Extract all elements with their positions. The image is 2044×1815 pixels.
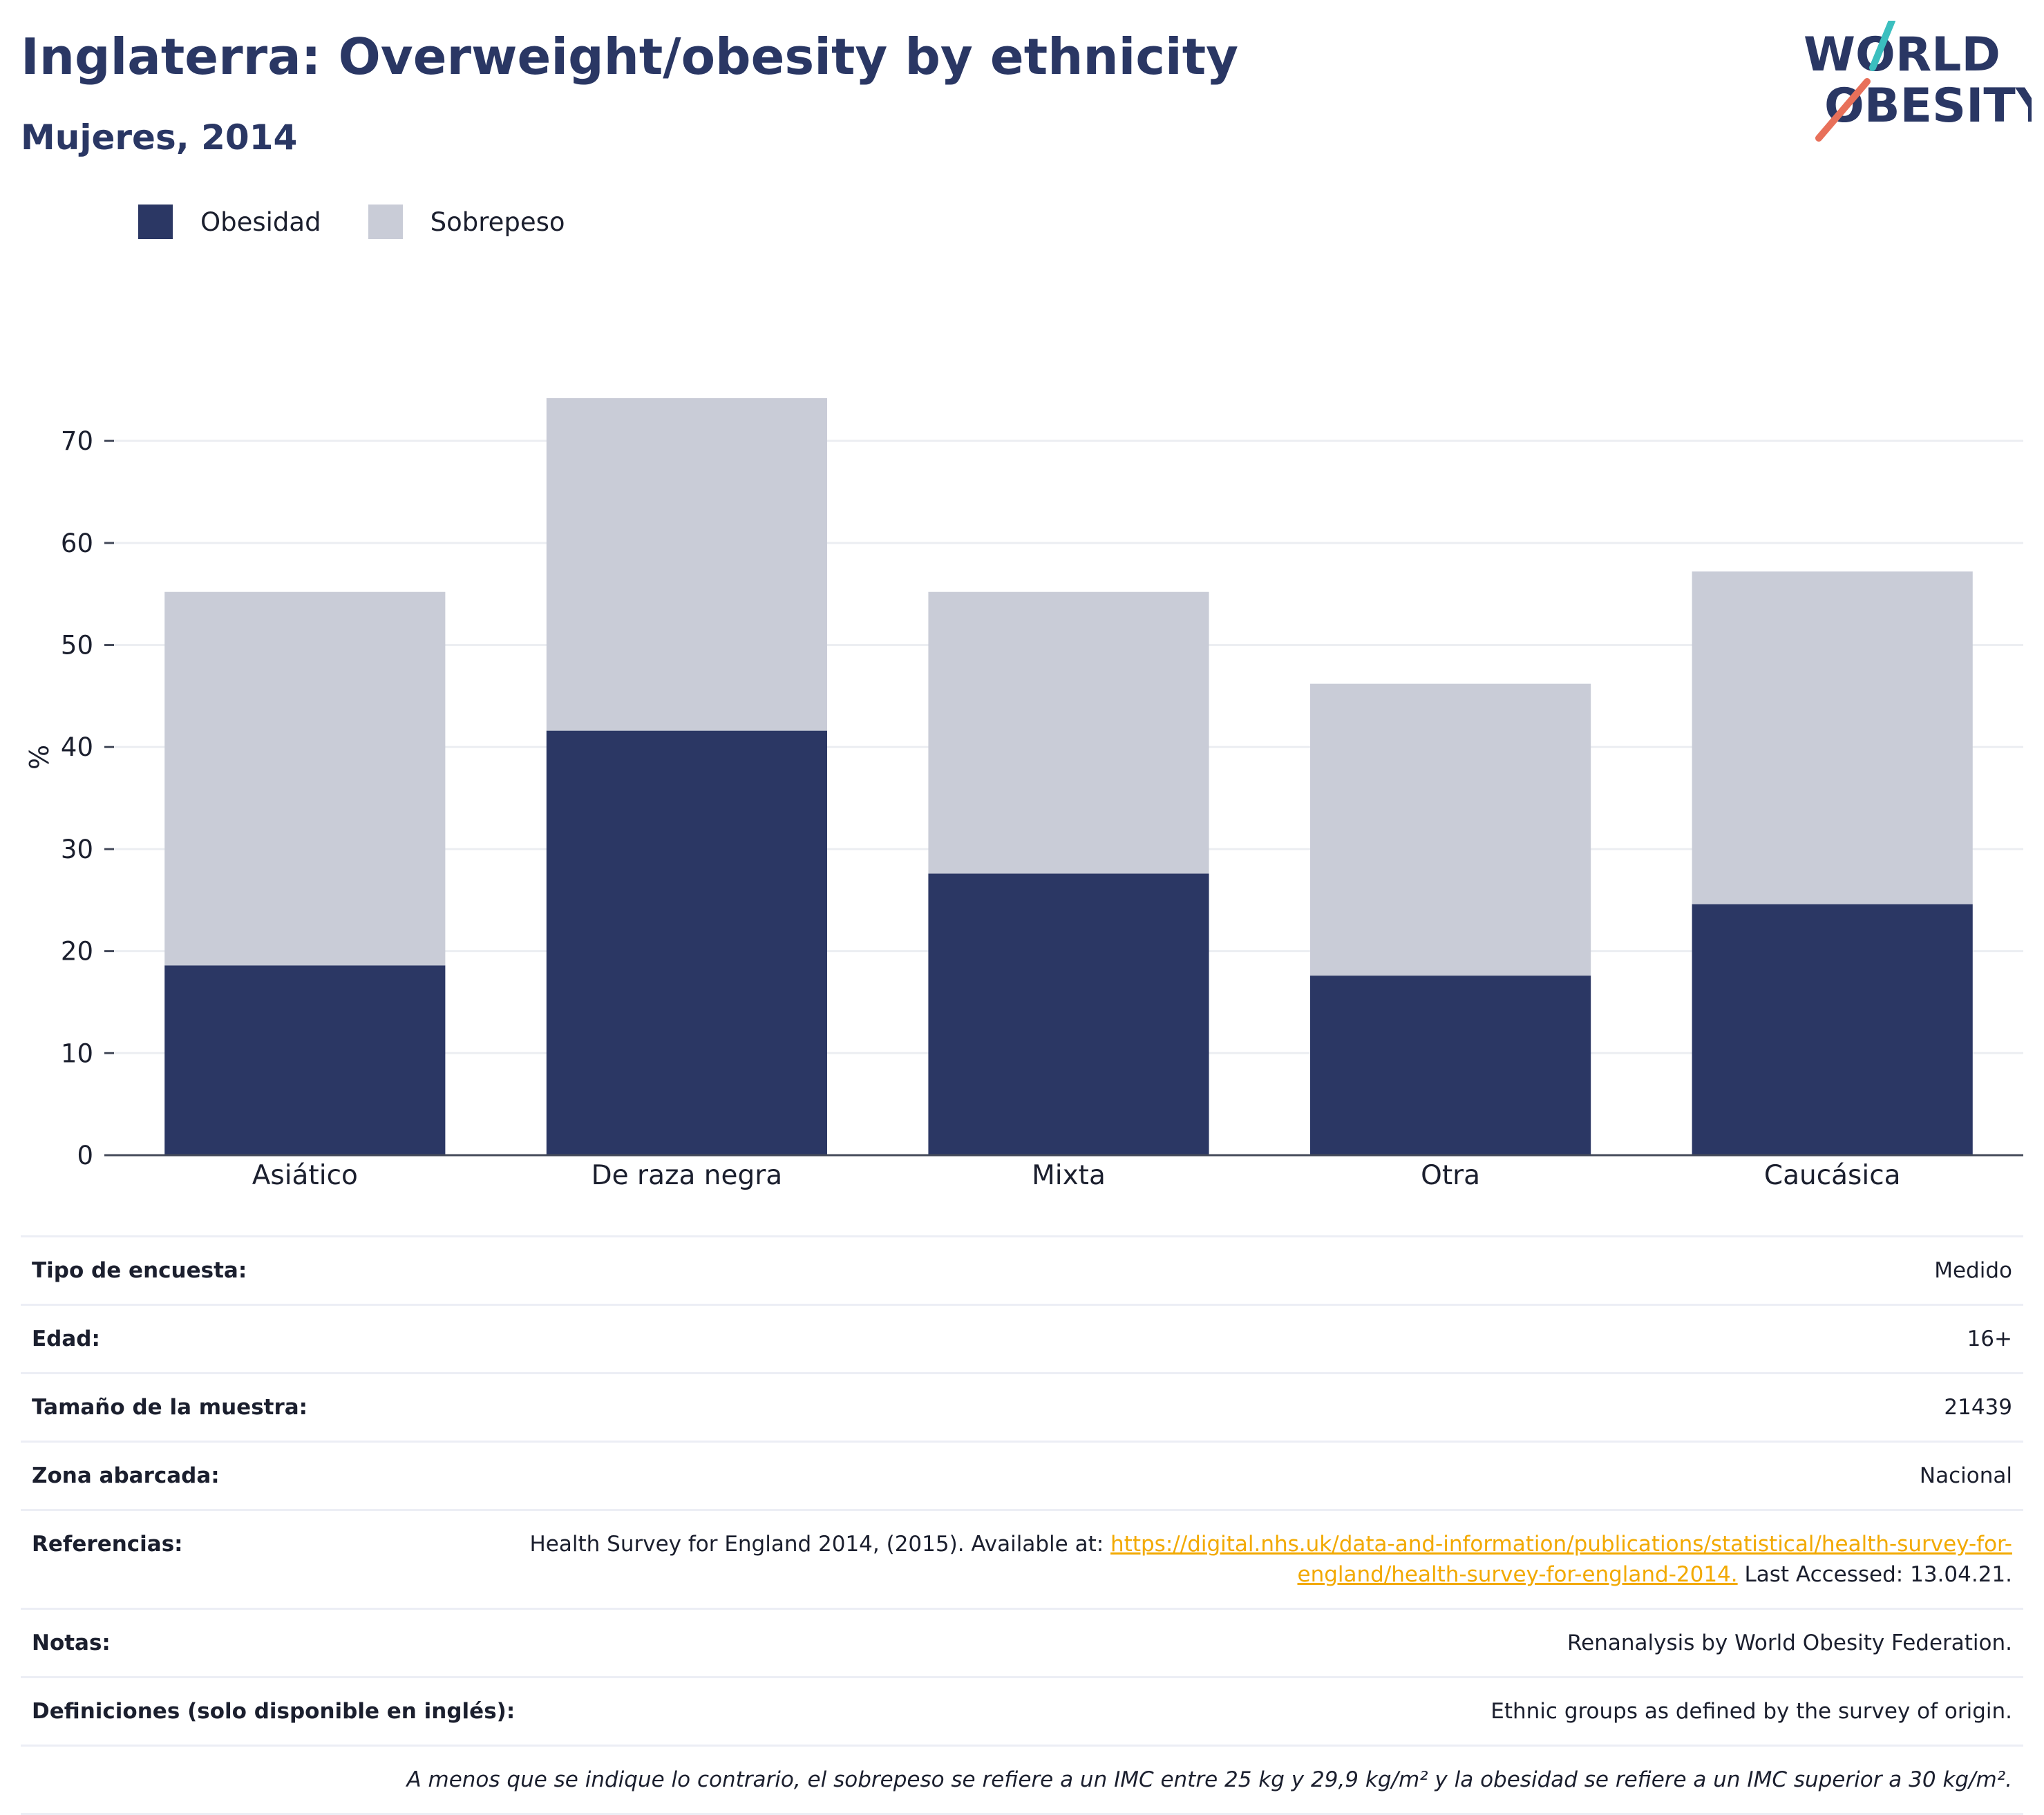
meta-label-age: Edad: bbox=[32, 1327, 100, 1351]
bar-overweight bbox=[1310, 683, 1591, 976]
meta-label-references: Referencias: bbox=[32, 1532, 183, 1557]
x-tick-label: Otra bbox=[1421, 1160, 1480, 1191]
meta-label-survey-type: Tipo de encuesta: bbox=[32, 1258, 247, 1283]
bar-obesity bbox=[1310, 976, 1591, 1155]
footnote-text: A menos que se indique lo contrario, el … bbox=[406, 1767, 2012, 1792]
chart-legend: Obesidad Sobrepeso bbox=[138, 205, 612, 239]
legend-swatch-overweight bbox=[368, 205, 403, 239]
y-tick-label: 50 bbox=[61, 631, 93, 661]
world-obesity-logo: WORLD OBESITY bbox=[1804, 21, 2032, 142]
bar-obesity bbox=[164, 965, 446, 1155]
y-tick-label: 40 bbox=[61, 732, 93, 762]
meta-value-definitions: Ethnic groups as defined by the survey o… bbox=[1491, 1699, 2012, 1724]
logo-slash-coral bbox=[1815, 78, 1871, 142]
x-tick-label: Asiático bbox=[252, 1160, 358, 1191]
y-tick-label: 10 bbox=[61, 1038, 93, 1068]
meta-row-definitions: Definiciones (solo disponible en inglés)… bbox=[21, 1676, 2023, 1745]
meta-label-sample-size: Tamaño de la muestra: bbox=[32, 1395, 308, 1420]
bar-overweight bbox=[164, 591, 446, 966]
logo-slash-teal bbox=[1869, 21, 1895, 71]
legend-label-overweight: Sobrepeso bbox=[430, 207, 565, 237]
meta-row-footnote: A menos que se indique lo contrario, el … bbox=[21, 1745, 2023, 1815]
meta-label-coverage: Zona abarcada: bbox=[32, 1463, 220, 1488]
legend-item-obesity[interactable]: Obesidad bbox=[138, 205, 321, 239]
meta-value-survey-type: Medido bbox=[1934, 1258, 2012, 1283]
y-tick-label: 20 bbox=[61, 937, 93, 967]
reference-link[interactable]: https://digital.nhs.uk/data-and-informat… bbox=[1110, 1532, 2012, 1587]
bar-obesity bbox=[928, 873, 1209, 1155]
meta-row-notes: Notas: Renanalysis by World Obesity Fede… bbox=[21, 1608, 2023, 1676]
logo-word-obesity: OBESITY bbox=[1824, 79, 2032, 133]
chart-subtitle: Mujeres, 2014 bbox=[21, 117, 298, 158]
logo-word-world: WORLD bbox=[1804, 28, 2000, 82]
meta-value-age: 16+ bbox=[1967, 1327, 2012, 1351]
reference-text: Health Survey for England 2014, (2015). … bbox=[529, 1532, 1111, 1557]
x-tick-label: De raza negra bbox=[592, 1160, 783, 1191]
y-tick-label: 70 bbox=[61, 426, 93, 456]
meta-label-notes: Notas: bbox=[32, 1631, 111, 1655]
bar-obesity bbox=[1692, 904, 1973, 1155]
legend-item-overweight[interactable]: Sobrepeso bbox=[368, 205, 565, 239]
bar-obesity bbox=[546, 730, 827, 1155]
legend-swatch-obesity bbox=[138, 205, 173, 239]
meta-value-sample-size: 21439 bbox=[1944, 1395, 2012, 1420]
chart-title: Inglaterra: Overweight/obesity by ethnic… bbox=[21, 28, 1239, 86]
bar-overweight bbox=[928, 591, 1209, 874]
meta-row-sample-size: Tamaño de la muestra: 21439 bbox=[21, 1372, 2023, 1441]
meta-row-survey-type: Tipo de encuesta: Medido bbox=[21, 1235, 2023, 1304]
legend-label-obesity: Obesidad bbox=[200, 207, 321, 237]
bar-overweight bbox=[1692, 571, 1973, 904]
x-tick-label: Caucásica bbox=[1764, 1160, 1901, 1191]
meta-value-references: Health Survey for England 2014, (2015). … bbox=[527, 1529, 2013, 1590]
bar-chart: 0 10 20 30 40 50 60 70% Asiático De raza negra Mix… bbox=[24, 398, 2023, 1191]
bar-overweight bbox=[546, 398, 827, 731]
y-axis-label: % bbox=[24, 745, 55, 770]
survey-metadata-table: Tipo de encuesta: Medido Edad: 16+ Tamañ… bbox=[21, 1235, 2023, 1815]
reference-last-accessed: Last Accessed: 13.04.21. bbox=[1737, 1562, 2012, 1587]
y-tick-label: 0 bbox=[77, 1141, 93, 1170]
x-tick-label: Mixta bbox=[1032, 1160, 1106, 1191]
meta-value-notes: Renanalysis by World Obesity Federation. bbox=[1567, 1631, 2012, 1655]
meta-value-coverage: Nacional bbox=[1919, 1463, 2012, 1488]
y-tick-label: 30 bbox=[61, 835, 93, 864]
meta-label-definitions: Definiciones (solo disponible en inglés)… bbox=[32, 1699, 515, 1724]
meta-row-references: Referencias: Health Survey for England 2… bbox=[21, 1509, 2023, 1608]
y-tick-label: 60 bbox=[61, 529, 93, 558]
meta-row-coverage: Zona abarcada: Nacional bbox=[21, 1441, 2023, 1509]
meta-row-age: Edad: 16+ bbox=[21, 1304, 2023, 1372]
